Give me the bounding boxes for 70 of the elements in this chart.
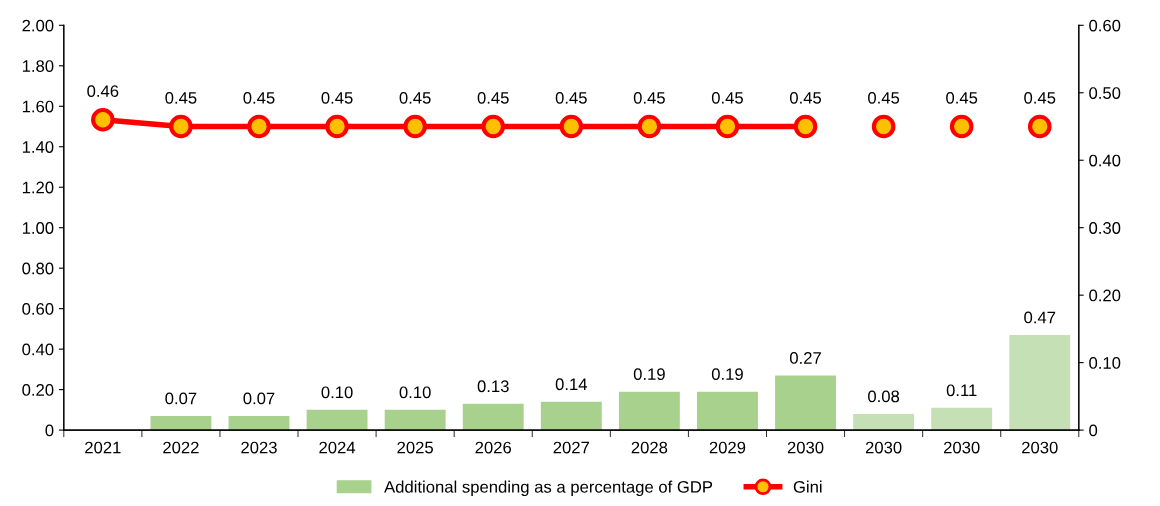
bar <box>384 409 446 431</box>
data-label: 0.47 <box>1024 311 1056 324</box>
bar <box>931 407 993 431</box>
y-tick-label: 1.80 <box>22 60 54 72</box>
legend-label: Gini <box>793 480 822 493</box>
data-label: 0.45 <box>1024 91 1056 104</box>
data-label: 0.45 <box>477 91 509 104</box>
data-label: 0.45 <box>946 91 978 104</box>
bar <box>853 413 915 431</box>
data-label: 0.45 <box>633 91 665 104</box>
data-label: 0.11 <box>946 384 977 397</box>
data-label: 0.14 <box>555 378 588 391</box>
y-tick-label: 0.20 <box>22 384 54 396</box>
data-label: 0.08 <box>868 390 900 403</box>
x-tick-label: 2030 <box>1022 441 1058 454</box>
y-tick-label: 0.80 <box>22 262 54 275</box>
y2-tick-label: 0.40 <box>1089 154 1121 167</box>
y-tick-label: 1.20 <box>22 181 54 194</box>
x-tick-label: 2027 <box>553 441 589 454</box>
data-label: 0.45 <box>789 91 822 104</box>
x-tick-label: 2030 <box>787 441 824 454</box>
bar <box>697 391 758 431</box>
x-tick-label: 2021 <box>85 441 121 454</box>
data-label: 0.46 <box>87 85 119 98</box>
data-label: 0.10 <box>321 386 353 399</box>
legend-label: Additional spending as a percentage of GDP <box>384 480 713 497</box>
bar <box>306 409 368 431</box>
data-label: 0.45 <box>243 91 275 104</box>
y-tick-label: 1.40 <box>22 141 54 153</box>
bar <box>540 401 602 431</box>
x-tick-label: 2023 <box>241 441 277 454</box>
y2-tick-label: 0.20 <box>1089 289 1121 302</box>
bar <box>618 391 680 431</box>
data-label: 0.10 <box>399 386 431 399</box>
y2-tick-label: 0 <box>1089 424 1098 437</box>
y-tick-label: 1.00 <box>22 222 54 234</box>
data-label: 0.45 <box>711 91 743 104</box>
bar <box>775 375 836 431</box>
data-label: 0.19 <box>633 368 665 381</box>
bar <box>1009 334 1071 431</box>
x-tick-label: 2022 <box>163 441 199 454</box>
y-tick-label: 1.60 <box>22 100 54 113</box>
x-tick-label: 2024 <box>319 441 356 454</box>
y-tick-label: 0 <box>45 424 54 437</box>
data-label: 0.45 <box>555 91 587 104</box>
x-tick-label: 2030 <box>943 441 980 454</box>
data-label: 0.45 <box>868 91 900 104</box>
x-tick-label: 2026 <box>475 441 512 454</box>
data-label: 0.19 <box>711 368 743 381</box>
x-tick-label: 2025 <box>397 441 433 454</box>
y-tick-label: 0.40 <box>22 343 54 356</box>
data-label: 0.45 <box>321 91 353 104</box>
x-tick-label: 2028 <box>631 441 668 454</box>
x-tick-label: 2029 <box>709 441 746 454</box>
data-label: 0.13 <box>477 380 509 393</box>
x-tick-label: 2030 <box>865 441 902 454</box>
data-label: 0.27 <box>789 352 821 364</box>
y-tick-label: 2.00 <box>22 19 54 32</box>
y2-tick-label: 0.60 <box>1089 19 1121 32</box>
bar <box>228 415 290 431</box>
y2-tick-label: 0.30 <box>1089 222 1121 234</box>
data-label: 0.45 <box>399 91 431 104</box>
y2-tick-label: 0.50 <box>1089 87 1121 99</box>
data-label: 0.45 <box>165 91 197 104</box>
y-tick-label: 0.60 <box>22 303 54 315</box>
bar <box>462 403 524 431</box>
data-label: 0.07 <box>243 392 275 405</box>
y2-tick-label: 0.10 <box>1089 357 1121 369</box>
bar <box>150 415 212 431</box>
data-label: 0.07 <box>165 392 197 405</box>
